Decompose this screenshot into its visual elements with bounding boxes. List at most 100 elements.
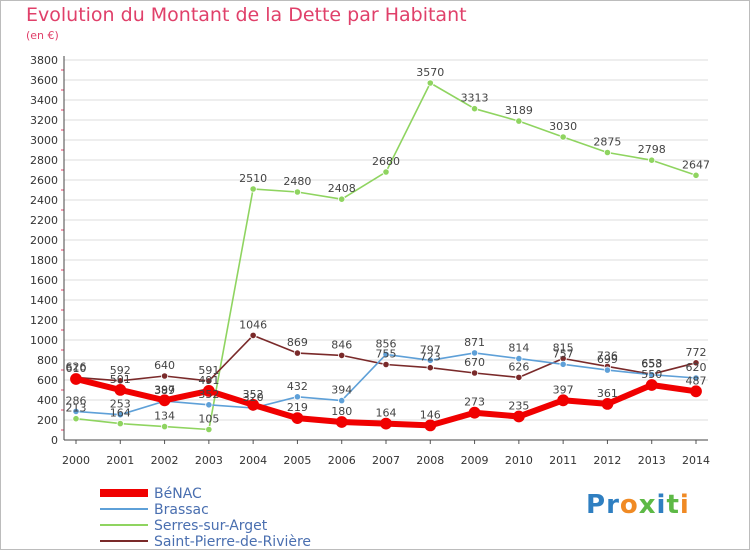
data-label: 3189 <box>505 104 533 117</box>
data-point <box>557 394 570 407</box>
data-label: 620 <box>686 361 707 374</box>
x-tick-label: 2003 <box>195 454 223 467</box>
data-label: 2408 <box>328 182 356 195</box>
data-point <box>249 185 257 193</box>
data-point <box>692 359 700 367</box>
data-label: 2875 <box>593 136 621 149</box>
data-label: 610 <box>66 362 87 375</box>
x-tick-label: 2000 <box>62 454 90 467</box>
data-label: 320 <box>243 391 264 404</box>
data-label: 219 <box>287 401 308 414</box>
data-point <box>160 372 169 380</box>
data-label: 869 <box>287 336 308 349</box>
legend-label: BéNAC <box>154 486 202 502</box>
data-label: 591 <box>198 364 219 377</box>
legend: BéNACBrassacSerres-sur-ArgetSaint-Pierre… <box>100 486 311 550</box>
data-point <box>559 360 567 368</box>
y-tick-label: 1600 <box>30 274 58 287</box>
y-tick-label: 800 <box>37 354 58 367</box>
y-tick-label: 3800 <box>30 54 58 67</box>
grid-lines <box>64 59 708 441</box>
data-point <box>293 188 302 196</box>
y-tick-label: 0 <box>51 434 58 447</box>
legend-label: Saint-Pierre-de-Rivière <box>154 534 311 550</box>
data-label: 352 <box>198 388 219 401</box>
data-point <box>648 156 656 164</box>
data-label: 757 <box>553 347 574 360</box>
logo-letter: t <box>666 490 680 520</box>
data-point <box>645 379 658 391</box>
data-point <box>293 393 302 401</box>
legend-label: Brassac <box>154 502 209 518</box>
data-labels-layer: 213 164 134 105 2510 2480 2408 2680 3570 3313 3189… <box>66 66 711 426</box>
data-label: 658 <box>641 357 662 370</box>
data-label: 389 <box>154 384 175 397</box>
data-label: 273 <box>464 396 485 409</box>
y-tick-label: 1800 <box>30 254 58 267</box>
data-label: 772 <box>686 346 707 359</box>
data-label: 2680 <box>372 155 400 168</box>
data-point <box>515 117 523 125</box>
data-label: 164 <box>110 407 131 420</box>
data-label: 134 <box>154 410 175 423</box>
data-point <box>291 412 304 425</box>
y-tick-label: 3600 <box>30 74 58 87</box>
y-tick-label: 2200 <box>30 214 58 227</box>
data-point <box>247 398 260 411</box>
x-tick-label: 2012 <box>593 454 621 467</box>
x-tick-label: 2004 <box>239 454 267 467</box>
data-point <box>382 350 390 358</box>
y-tick-label: 400 <box>37 394 58 407</box>
data-label: 723 <box>420 351 441 364</box>
data-label: 550 <box>641 368 662 381</box>
data-point <box>116 419 124 428</box>
data-label: 670 <box>464 356 485 369</box>
data-point <box>426 364 434 372</box>
y-tick-label: 1400 <box>30 294 58 307</box>
proxiti-logo: Proxiti <box>586 490 690 520</box>
data-point <box>603 366 612 374</box>
data-label: 814 <box>508 342 529 355</box>
data-point <box>426 79 434 87</box>
x-tick-label: 2001 <box>106 454 134 467</box>
data-label: 432 <box>287 380 308 393</box>
data-point <box>692 374 700 382</box>
logo-letter: P <box>586 490 607 520</box>
data-point <box>70 373 82 385</box>
data-point <box>470 105 479 113</box>
data-point <box>603 148 612 157</box>
y-tick-label: 3000 <box>30 134 58 147</box>
data-label: 846 <box>331 338 352 351</box>
x-tick-label: 2013 <box>638 454 666 467</box>
data-label: 2798 <box>638 143 666 156</box>
data-point <box>338 195 346 203</box>
y-tick-label: 1000 <box>30 334 58 347</box>
data-label: 3030 <box>549 120 577 133</box>
data-point <box>692 171 700 179</box>
y-tick-label: 3400 <box>30 94 58 107</box>
data-label: 856 <box>376 337 397 350</box>
y-tick-label: 2400 <box>30 194 58 207</box>
data-point <box>690 385 702 398</box>
y-tick-label: 600 <box>37 374 58 387</box>
data-point <box>335 416 348 428</box>
data-label: 592 <box>110 364 131 377</box>
data-point <box>72 407 80 415</box>
data-point <box>515 354 523 363</box>
data-point <box>205 401 213 409</box>
axes <box>63 56 708 441</box>
data-point <box>160 422 169 431</box>
data-label: 626 <box>66 360 87 373</box>
data-label: 1046 <box>239 318 267 331</box>
y-tick-label: 1200 <box>30 314 58 327</box>
data-label: 2480 <box>283 175 311 188</box>
data-label: 146 <box>420 408 441 421</box>
data-label: 361 <box>597 387 618 400</box>
data-label: 736 <box>597 349 618 362</box>
data-label: 164 <box>376 407 397 420</box>
y-tick-label: 2600 <box>30 174 58 187</box>
series-layer <box>70 79 702 434</box>
data-point <box>249 331 257 339</box>
data-label: 105 <box>198 413 219 426</box>
